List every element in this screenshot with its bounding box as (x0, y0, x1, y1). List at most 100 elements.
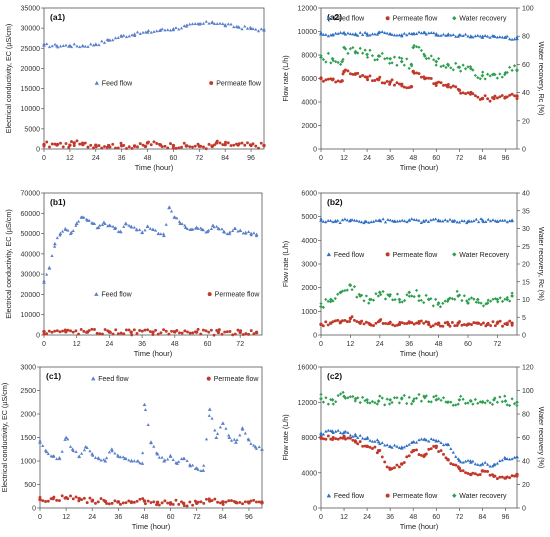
data-point (476, 321, 480, 325)
data-point (346, 31, 350, 35)
y-tick-label: 4000 (301, 470, 317, 477)
data-point (441, 301, 445, 305)
data-point (172, 215, 177, 219)
data-point (476, 76, 480, 80)
data-point (402, 445, 406, 449)
data-point (45, 42, 49, 46)
data-point (488, 464, 492, 468)
data-point (357, 219, 361, 223)
y-tick-label: 20000 (21, 292, 41, 299)
data-point (346, 436, 350, 440)
data-point (362, 322, 366, 326)
data-point (471, 459, 475, 463)
data-point (376, 30, 381, 35)
data-point (218, 21, 222, 25)
data-point (478, 34, 482, 38)
data-point (483, 94, 487, 98)
data-point (326, 299, 330, 303)
data-point (353, 440, 358, 444)
panel-label: (a1) (50, 12, 65, 22)
data-point (414, 288, 419, 293)
series-b2-0 (319, 217, 514, 225)
data-point (155, 29, 159, 33)
data-point (116, 332, 120, 336)
data-point (247, 501, 251, 505)
data-point (383, 403, 387, 407)
x-tick-label: 48 (141, 514, 149, 521)
data-point (459, 69, 463, 73)
data-point (510, 68, 514, 72)
data-point (445, 33, 450, 37)
data-point (353, 31, 358, 36)
y2-tick-label: 40 (522, 459, 530, 466)
data-point (466, 472, 470, 475)
data-point (232, 25, 236, 29)
data-point (383, 220, 388, 224)
data-point (188, 22, 192, 26)
data-point (498, 72, 502, 76)
data-point (434, 439, 439, 443)
data-point (411, 45, 416, 50)
data-point (333, 296, 337, 301)
data-point (112, 226, 117, 231)
data-point (500, 35, 504, 39)
data-point (321, 400, 326, 404)
data-point (143, 144, 148, 149)
x-tick-label: 72 (193, 514, 201, 521)
data-point (170, 329, 173, 333)
data-point (367, 301, 371, 305)
data-point (466, 458, 470, 462)
x-tick-label: 36 (386, 155, 394, 162)
data-point (151, 330, 155, 334)
data-point (353, 49, 358, 54)
data-point (372, 324, 375, 328)
x-tick-label: 60 (432, 155, 440, 162)
data-point (334, 429, 338, 433)
legend-label: Water recovery (459, 493, 507, 500)
data-point (500, 458, 504, 462)
data-point (365, 398, 370, 402)
series-b2-1 (319, 315, 514, 329)
data-point (468, 66, 473, 71)
data-point (342, 430, 346, 434)
data-point (329, 397, 333, 402)
data-point (90, 499, 94, 503)
data-point (498, 459, 502, 463)
data-point (45, 272, 49, 276)
data-point (319, 392, 323, 396)
data-point (189, 227, 194, 232)
data-point (363, 398, 367, 403)
data-point (429, 437, 433, 441)
data-point (387, 294, 392, 298)
y2-tick-label: 0 (522, 147, 526, 154)
data-point (515, 97, 519, 101)
data-point (512, 64, 517, 68)
data-point (51, 496, 55, 501)
y-tick-label: 10000 (21, 106, 41, 113)
data-point (491, 297, 495, 301)
data-point (188, 145, 192, 149)
data-point (478, 463, 482, 467)
data-point (208, 499, 212, 503)
data-point (380, 455, 384, 459)
data-point (319, 31, 323, 36)
data-point (186, 330, 189, 334)
y-tick-label: 5000 (24, 126, 40, 133)
data-point (373, 79, 377, 82)
data-point (246, 230, 251, 234)
legend-label: Permeate flow (216, 81, 262, 88)
data-point (129, 500, 134, 505)
data-point (331, 402, 335, 406)
data-point (100, 39, 104, 43)
data-point (493, 297, 497, 301)
data-point (345, 218, 349, 222)
data-point (138, 32, 142, 36)
data-point (469, 472, 473, 477)
data-point (348, 218, 353, 222)
data-point (383, 57, 387, 61)
data-point (336, 393, 340, 398)
data-point (72, 141, 76, 145)
data-point (459, 469, 463, 473)
data-point (119, 331, 123, 335)
data-point (132, 328, 136, 332)
